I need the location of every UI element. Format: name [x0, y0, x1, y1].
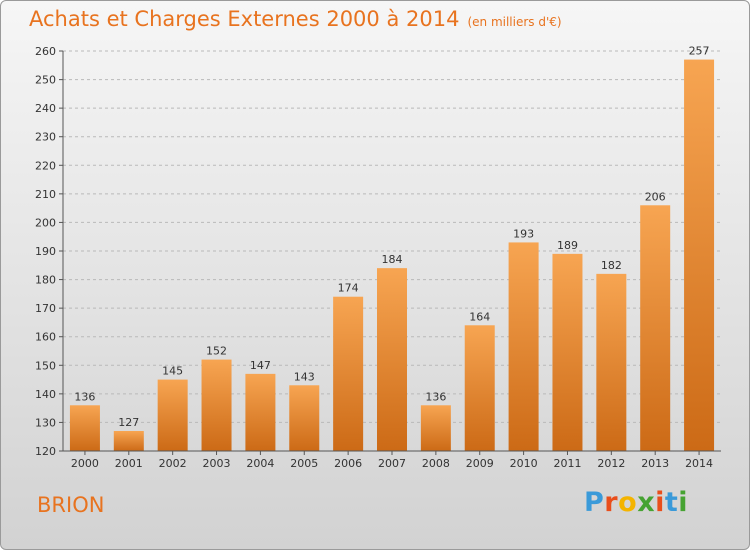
y-tick-label: 240: [35, 102, 56, 115]
y-tick-label: 220: [35, 159, 56, 172]
bar-2006: [333, 296, 364, 451]
logo-letter: o: [618, 487, 638, 518]
bar-2005: [289, 385, 320, 451]
y-tick-label: 170: [35, 302, 56, 315]
data-label-2011: 189: [557, 239, 578, 252]
chart-title-text: Achats et Charges Externes 2000 à 2014: [29, 7, 460, 31]
data-label-2009: 164: [469, 310, 490, 323]
logo-letter: t: [664, 487, 679, 518]
data-label-2004: 147: [250, 359, 271, 372]
data-label-2006: 174: [338, 282, 359, 295]
data-label-2002: 145: [162, 365, 183, 378]
bar-2002: [157, 379, 188, 451]
logo-letter: r: [604, 487, 619, 518]
data-label-2014: 257: [689, 45, 710, 58]
x-tick-label-2004: 2004: [246, 457, 274, 470]
x-tick-label-2009: 2009: [466, 457, 494, 470]
x-tick-label-2013: 2013: [641, 457, 669, 470]
x-tick-label-2007: 2007: [378, 457, 406, 470]
logo-letter: P: [584, 487, 605, 518]
y-tick-label: 140: [35, 388, 56, 401]
bar-2013: [640, 205, 671, 451]
logo-letter: i: [678, 487, 689, 518]
bar-2008: [420, 405, 451, 451]
y-tick-label: 130: [35, 416, 56, 429]
x-tick-label-2005: 2005: [290, 457, 318, 470]
proxiti-logo: Proxiti: [584, 487, 688, 518]
y-tick-label: 230: [35, 131, 56, 144]
x-tick-label-2000: 2000: [71, 457, 99, 470]
data-label-2005: 143: [294, 370, 315, 383]
x-tick-label-2014: 2014: [685, 457, 713, 470]
y-tick-label: 120: [35, 445, 56, 458]
axes: 120 130 140 150 160 170 180 190 200 210 220 230 240 2…: [35, 45, 721, 470]
data-label-2008: 136: [425, 390, 446, 403]
data-label-2007: 184: [382, 253, 403, 266]
chart-unit: (en milliers d'€): [467, 15, 562, 29]
bar-2004: [245, 373, 276, 451]
bar-2011: [552, 253, 583, 451]
bar-2003: [201, 359, 232, 451]
logo-letter: x: [637, 487, 656, 518]
y-tick-label: 160: [35, 331, 56, 344]
data-label-2013: 206: [645, 190, 666, 203]
x-tick-label-2010: 2010: [510, 457, 538, 470]
data-labels: 136 127 145 152 147 143 174 184 136 164 193 189 182 2…: [74, 45, 709, 429]
bar-2001: [113, 431, 144, 451]
bar-2010: [508, 242, 539, 451]
data-label-2003: 152: [206, 345, 227, 358]
y-tick-label: 180: [35, 274, 56, 287]
data-label-2001: 127: [118, 416, 139, 429]
y-tick-label: 210: [35, 188, 56, 201]
data-label-2000: 136: [74, 390, 95, 403]
y-tick-label: 150: [35, 359, 56, 372]
bars: [69, 59, 715, 451]
x-tick-label-2008: 2008: [422, 457, 450, 470]
bar-2000: [69, 405, 100, 451]
bar-2012: [596, 273, 627, 451]
y-tick-label: 260: [35, 45, 56, 58]
bar-2009: [464, 325, 495, 451]
data-label-2010: 193: [513, 227, 534, 240]
city-name: BRION: [37, 493, 105, 517]
logo-letter: i: [655, 487, 665, 518]
y-tick-label: 200: [35, 216, 56, 229]
x-tick-label-2011: 2011: [553, 457, 581, 470]
chart-title: Achats et Charges Externes 2000 à 2014 (e…: [29, 7, 562, 31]
bar-2014: [684, 59, 715, 451]
x-tick-label-2006: 2006: [334, 457, 362, 470]
x-tick-label-2002: 2002: [159, 457, 187, 470]
x-tick-label-2001: 2001: [115, 457, 143, 470]
bar-2007: [377, 268, 407, 451]
data-label-2012: 182: [601, 259, 622, 272]
x-tick-label-2012: 2012: [597, 457, 625, 470]
y-tick-label: 190: [35, 245, 56, 258]
x-tick-label-2003: 2003: [203, 457, 231, 470]
y-tick-label: 250: [35, 74, 56, 87]
